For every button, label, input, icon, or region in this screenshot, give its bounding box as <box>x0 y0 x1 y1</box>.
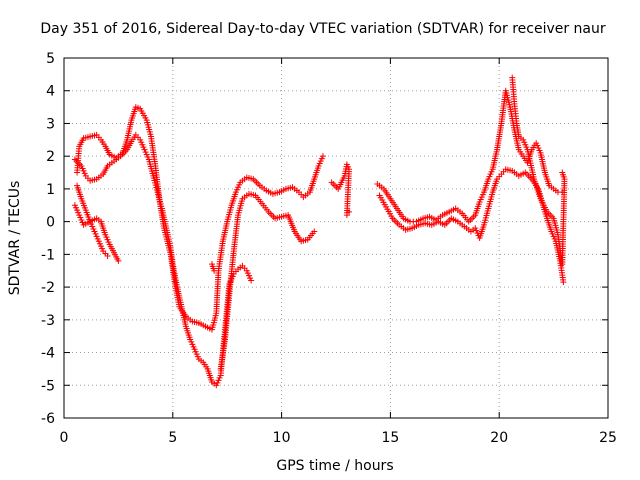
y-tick-label: -2 <box>41 280 55 296</box>
data-point <box>115 257 122 264</box>
data-point <box>211 267 218 274</box>
data-point <box>311 228 318 235</box>
y-tick-label: 5 <box>46 51 55 67</box>
y-tick-label: -5 <box>41 378 55 394</box>
data-point <box>346 208 353 215</box>
plot-frame <box>63 57 609 419</box>
y-tick-label: -4 <box>41 346 55 362</box>
y-tick-label: 3 <box>46 116 55 132</box>
x-tick-label: 10 <box>273 430 291 446</box>
y-tick-label: -6 <box>41 411 55 427</box>
chart-title: Day 351 of 2016, Sidereal Day-to-day VTE… <box>40 21 606 37</box>
y-tick-label: 0 <box>46 215 55 231</box>
data-points <box>71 74 568 389</box>
x-tick-label: 0 <box>60 430 69 446</box>
grid-lines <box>64 58 608 418</box>
data-point <box>319 153 326 160</box>
y-tick-label: -3 <box>41 313 55 329</box>
x-tick-label: 5 <box>168 430 177 446</box>
y-tick-label: 1 <box>46 182 55 198</box>
axis-ticks: 0 5 10 15 20 25 -6 -5 -4 -3 -2 -1 0 1 2 3 4 5 <box>41 51 617 446</box>
y-tick-label: -1 <box>41 247 55 263</box>
data-point <box>559 169 566 176</box>
y-tick-label: 2 <box>46 149 55 165</box>
data-point <box>560 279 567 286</box>
y-axis-label: SDTVAR / TECUs <box>7 181 23 296</box>
x-axis-label: GPS time / hours <box>276 458 393 474</box>
y-tick-label: 4 <box>46 84 55 100</box>
x-tick-label: 25 <box>599 430 617 446</box>
data-point <box>104 253 111 259</box>
data-point <box>248 277 255 284</box>
x-tick-label: 15 <box>381 430 399 446</box>
x-tick-label: 20 <box>490 430 508 446</box>
data-point <box>343 212 350 219</box>
